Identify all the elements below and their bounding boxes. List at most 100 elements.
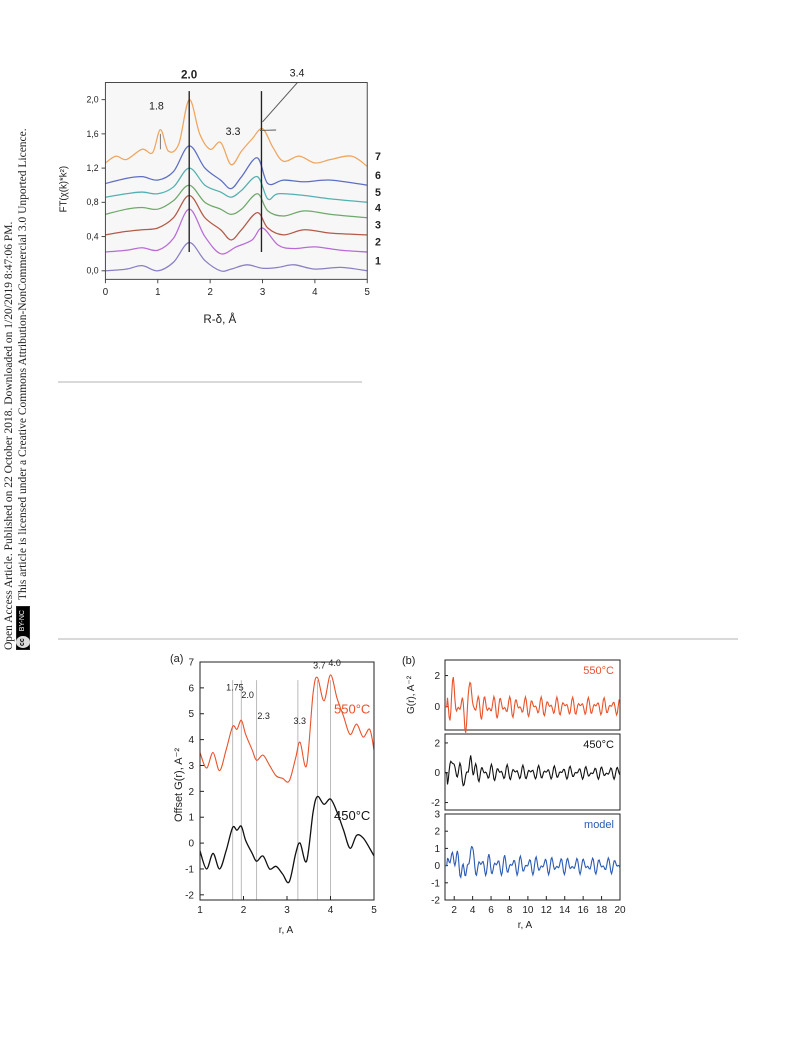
x-tick-label: 2 <box>451 905 457 916</box>
series-label-4: 4 <box>375 202 381 214</box>
y-tick-label: 0 <box>434 861 440 872</box>
series-line-5 <box>105 167 368 203</box>
y-tick-label: 4 <box>188 735 194 746</box>
annotation-1.75: 1.75 <box>226 682 244 692</box>
x-tick-label: 2 <box>207 287 212 298</box>
y-tick-label: 1 <box>434 844 440 855</box>
subpanel-frame-1 <box>444 733 621 811</box>
license-side-note: Open Access Article. Published on 22 Oct… <box>2 90 42 650</box>
series-label-450: 450°C <box>334 808 370 823</box>
subpanel-frame-2 <box>444 813 621 901</box>
y-axis-label: FT(χ(k)*k²) <box>59 166 70 213</box>
series-label-1: 1 <box>375 255 381 267</box>
y-tick-label: -2 <box>431 798 440 809</box>
y-tick-label: -2 <box>185 890 194 901</box>
panel-label-b: (b) <box>402 655 415 667</box>
series-line-450 <box>199 795 375 884</box>
x-tick-label: 1 <box>155 287 160 298</box>
panel-label-a: (a) <box>170 653 183 665</box>
y-tick-label: 2 <box>434 827 440 838</box>
annotation-4.0: 4.0 <box>328 658 341 668</box>
x-tick-label: 14 <box>559 905 571 916</box>
y-tick-label: 0 <box>188 839 194 850</box>
y-tick-label: 6 <box>188 683 194 694</box>
x-tick-label: 0 <box>103 287 109 298</box>
y-axis-label: G(r), A⁻² <box>406 675 417 714</box>
x-tick-label: 3 <box>284 905 290 916</box>
series-label-550: 550°C <box>583 665 614 677</box>
series-line-7 <box>105 98 368 167</box>
annotation-3.3: 3.3 <box>226 126 241 138</box>
y-tick-label: 3 <box>188 761 194 772</box>
y-tick-label: 1 <box>188 813 194 824</box>
subpanel-frame-0 <box>444 659 621 731</box>
license-line-1: Open Access Article. Published on 22 Oct… <box>3 221 15 650</box>
ft-exafs-chart: 1 2 3 4 5 6 7 0 1 2 3 4 5 0,0 0,4 0,8 1,2 1,6 2,0 1.8 2.0… <box>59 68 381 326</box>
y-tick-label: 0,0 <box>87 266 99 276</box>
annotation-3.7: 3.7 <box>313 660 326 670</box>
x-tick-label: 10 <box>522 905 534 916</box>
y-tick-label: 2,0 <box>87 95 99 105</box>
y-tick-label: 1,2 <box>87 163 99 173</box>
x-tick-label: 4 <box>470 905 476 916</box>
x-tick-label: 4 <box>312 287 318 298</box>
x-tick-label: 2 <box>241 905 247 916</box>
x-axis-label: R-δ, Å <box>203 313 236 326</box>
y-tick-label: 3 <box>434 810 440 821</box>
series-label-3: 3 <box>375 219 381 231</box>
x-tick-label: 5 <box>371 905 377 916</box>
y-tick-label: 0,8 <box>87 197 99 207</box>
plot-frame <box>104 82 368 280</box>
y-tick-label: 1,6 <box>87 129 99 139</box>
series-line-3 <box>105 194 368 241</box>
plot-frame <box>199 661 375 901</box>
x-tick-label: 18 <box>596 905 608 916</box>
arrow-3.4 <box>262 82 298 123</box>
series-label-450: 450°C <box>583 739 614 751</box>
annotation-2.3: 2.3 <box>257 711 270 721</box>
x-axis-label: r, A <box>518 920 533 931</box>
series-line-550 <box>445 676 621 733</box>
annotation-3.4: 3.4 <box>290 68 305 80</box>
y-tick-label: 2 <box>434 738 440 749</box>
series-label-5: 5 <box>375 187 381 199</box>
cc-by-nc-badge[interactable]: cc BY-NC <box>16 606 31 650</box>
y-tick-label: -1 <box>185 864 194 875</box>
plot-area <box>105 82 368 280</box>
series-label-2: 2 <box>375 237 381 249</box>
y-axis-label: Offset G(r), A⁻² <box>173 748 185 822</box>
x-tick-label: 4 <box>328 905 334 916</box>
series-line-6 <box>105 145 368 190</box>
series-label-7: 7 <box>375 151 381 163</box>
x-axis-label: r, A <box>279 925 294 936</box>
series-line-2 <box>105 208 368 255</box>
x-tick-label: 1 <box>197 905 203 916</box>
series-line-1 <box>105 241 368 272</box>
y-tick-label: 2 <box>434 671 440 682</box>
series-label-550: 550°C <box>334 702 370 717</box>
y-tick-label: 7 <box>188 658 194 669</box>
annotation-1.8: 1.8 <box>149 101 164 113</box>
x-tick-label: 20 <box>614 905 626 916</box>
license-line-2: cc BY-NC This article is licensed under a … <box>16 90 31 650</box>
divider-top <box>58 381 362 383</box>
y-tick-label: -2 <box>431 896 440 907</box>
annotation-2.0: 2.0 <box>241 690 254 700</box>
divider-middle <box>58 638 738 640</box>
annotation-3.3: 3.3 <box>294 716 307 726</box>
series-label-6: 6 <box>375 170 381 182</box>
annotation-2.0: 2.0 <box>181 69 197 82</box>
x-tick-label: 3 <box>260 287 265 298</box>
series-line-550 <box>199 674 375 783</box>
series-line-450 <box>445 755 621 787</box>
y-tick-label: 0,4 <box>87 231 99 241</box>
pdf-offset-chart: (a) 550°C 450°C 1 2 3 4 5 -2 -1 0 1 2 3 4 5 6 7 1.752.0… <box>170 653 377 936</box>
series-line-model <box>445 845 621 880</box>
series-line-4 <box>105 184 368 219</box>
y-tick-label: 2 <box>188 787 194 798</box>
y-tick-label: 0 <box>434 702 440 713</box>
x-tick-label: 16 <box>578 905 590 916</box>
y-tick-label: 5 <box>188 709 194 720</box>
x-tick-label: 12 <box>541 905 553 916</box>
